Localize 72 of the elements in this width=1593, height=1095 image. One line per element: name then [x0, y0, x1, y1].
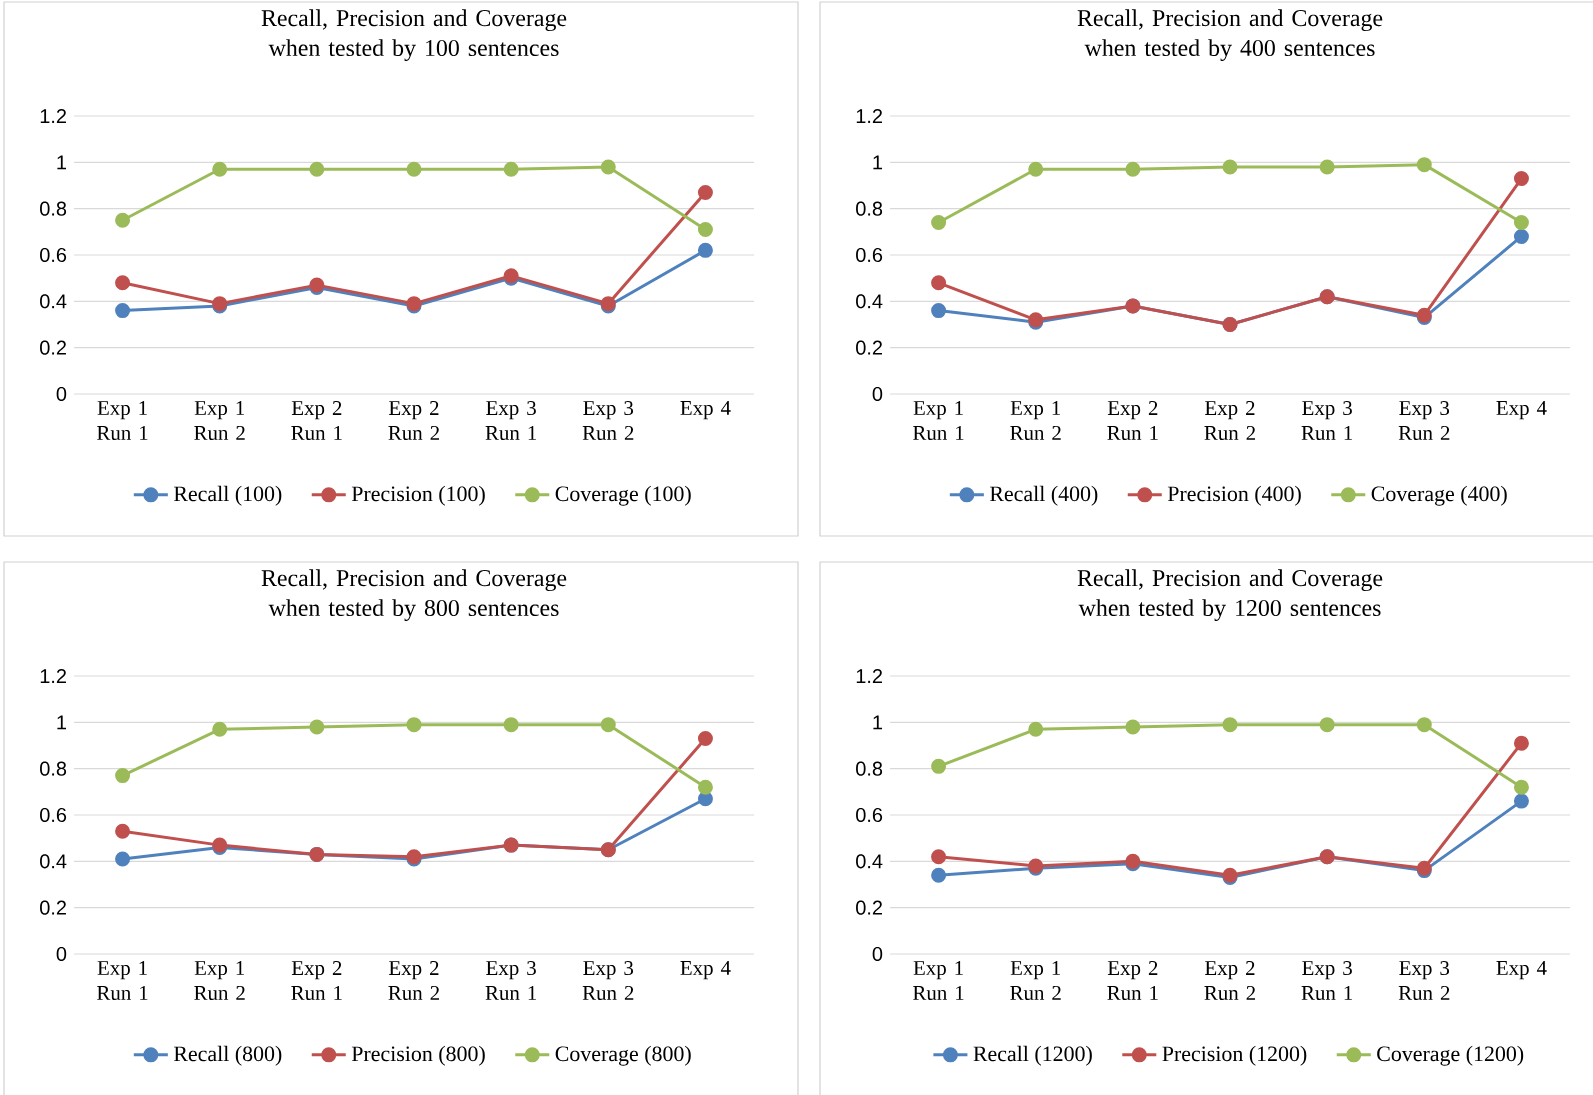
- y-tick-label: 1.2: [40, 109, 66, 123]
- x-tick-label: Exp 4: [1496, 401, 1547, 420]
- legend-label: Recall (400): [989, 485, 1098, 506]
- y-tick-label: 0.6: [856, 247, 883, 263]
- x-tick-label: Exp 3 Run 2: [1398, 401, 1450, 441]
- legend-label: Coverage (400): [1371, 485, 1507, 506]
- y-tick-label: 0: [872, 386, 883, 402]
- x-tick-label: Exp 1 Run 2: [194, 401, 245, 440]
- x-tick-label: Exp 1 Run 2: [1010, 401, 1061, 440]
- legend-label: Precision (1200): [1162, 1045, 1307, 1066]
- y-tick-label: 0.4: [856, 854, 883, 869]
- y-tick-label: 0.8: [856, 201, 883, 216]
- x-tick-label: Exp 1 Run 1: [97, 961, 148, 1000]
- x-tick-label: Exp 1 Run 2: [194, 961, 245, 1000]
- y-tick-label: 1.2: [856, 669, 882, 683]
- y-tick-label: 0.6: [40, 247, 67, 263]
- x-tick-label: Exp 4: [1496, 961, 1547, 980]
- y-tick-label: 0.6: [40, 807, 67, 823]
- y-tick-label: 0.2: [856, 900, 882, 915]
- y-tick-label: 0.2: [856, 340, 882, 355]
- x-tick-label: Exp 2 Run 2: [388, 961, 439, 1001]
- y-tick-label: 0.8: [40, 761, 67, 776]
- y-tick-label: 1: [873, 715, 883, 730]
- x-tick-label: Exp 3 Run 1: [1301, 961, 1353, 1001]
- y-tick-label: 0.6: [856, 807, 883, 823]
- y-tick-label: 0.4: [40, 854, 67, 869]
- x-tick-label: Exp 2 Run 2: [388, 401, 439, 441]
- legend-label: Coverage (1200): [1377, 1045, 1524, 1066]
- x-tick-label: Exp 3 Run 1: [485, 961, 537, 1001]
- x-tick-label: Exp 1 Run 1: [913, 401, 964, 440]
- y-tick-label: 1: [873, 155, 883, 170]
- x-tick-label: Exp 3 Run 2: [582, 401, 634, 441]
- x-tick-label: Exp 3 Run 1: [485, 401, 537, 441]
- x-tick-label: Exp 2 Run 1: [1107, 961, 1158, 1001]
- y-tick-label: 0.8: [856, 761, 883, 776]
- y-tick-label: 0.8: [40, 201, 67, 216]
- y-tick-label: 1: [57, 715, 66, 730]
- y-tick-label: 0: [872, 946, 883, 962]
- y-tick-label: 0: [56, 946, 67, 962]
- y-tick-label: 0.4: [40, 294, 67, 309]
- x-tick-label: Exp 3 Run 2: [582, 961, 634, 1001]
- x-tick-label: Exp 4: [680, 961, 731, 980]
- y-tick-label: 0.2: [40, 340, 66, 355]
- legend-label: Coverage (100): [555, 485, 691, 506]
- chart-title: Recall, Precision and Coverage when tested by 800 sentences: [261, 569, 567, 621]
- x-tick-label: Exp 2 Run 1: [1107, 401, 1158, 441]
- chart-title: Recall, Precision and Coverage when tested by 100 sentences: [261, 9, 567, 61]
- x-tick-label: Exp 3 Run 1: [1301, 401, 1353, 441]
- chart-title: Recall, Precision and Coverage when tested by 1200 sentences: [1077, 569, 1383, 621]
- legend-label: Recall (100): [173, 485, 282, 506]
- x-tick-label: Exp 2 Run 2: [1204, 401, 1256, 441]
- y-tick-label: 1.2: [40, 669, 66, 683]
- y-tick-label: 0: [56, 386, 67, 402]
- x-tick-label: Exp 1 Run 2: [1010, 961, 1061, 1000]
- legend-label: Precision (400): [1167, 485, 1301, 506]
- y-tick-label: 0.2: [40, 900, 66, 915]
- y-tick-label: 0.4: [856, 294, 883, 309]
- x-tick-label: Exp 2 Run 1: [291, 961, 342, 1001]
- x-tick-label: Exp 1 Run 1: [97, 401, 148, 440]
- legend-label: Coverage (800): [555, 1045, 691, 1066]
- legend-label: Precision (100): [351, 485, 485, 506]
- y-tick-label: 1: [57, 155, 66, 170]
- x-tick-label: Exp 3 Run 2: [1398, 961, 1450, 1001]
- x-tick-label: Exp 2 Run 1: [291, 401, 342, 441]
- legend-label: Recall (800): [173, 1045, 282, 1066]
- x-tick-label: Exp 2 Run 2: [1204, 961, 1256, 1001]
- chart-title: Recall, Precision and Coverage when tested by 400 sentences: [1077, 9, 1383, 61]
- legend-label: Recall (1200): [973, 1045, 1092, 1066]
- legend-label: Precision (800): [351, 1045, 485, 1066]
- x-tick-label: Exp 4: [680, 401, 731, 420]
- y-tick-label: 1.2: [856, 109, 882, 123]
- x-tick-label: Exp 1 Run 1: [913, 961, 964, 1000]
